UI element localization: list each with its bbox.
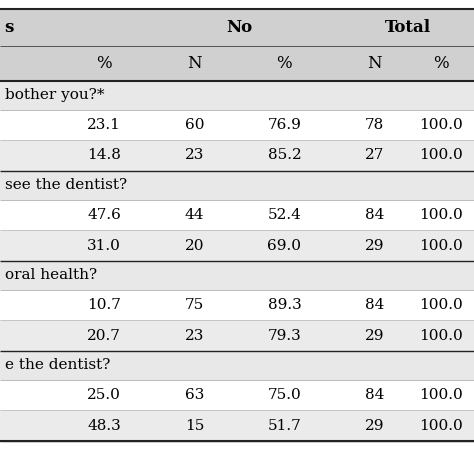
Text: %: % (433, 55, 448, 72)
Text: N: N (187, 55, 201, 72)
Text: 23: 23 (185, 148, 204, 163)
Text: 100.0: 100.0 (419, 208, 463, 222)
Bar (0, 9, 474, 46)
Text: No: No (226, 19, 253, 36)
Text: 84: 84 (365, 208, 384, 222)
Text: 100.0: 100.0 (419, 118, 463, 132)
Text: 29: 29 (365, 419, 384, 433)
Text: 78: 78 (365, 118, 384, 132)
Text: 47.6: 47.6 (87, 208, 121, 222)
Text: N: N (367, 55, 382, 72)
Bar (0, 320, 474, 351)
Text: 100.0: 100.0 (419, 328, 463, 343)
Text: 44: 44 (184, 208, 204, 222)
Text: 63: 63 (185, 388, 204, 402)
Text: 29: 29 (365, 238, 384, 253)
Text: e the dentist?: e the dentist? (5, 358, 110, 373)
Text: 84: 84 (365, 298, 384, 312)
Text: 29: 29 (365, 328, 384, 343)
Text: 100.0: 100.0 (419, 238, 463, 253)
Text: 60: 60 (184, 118, 204, 132)
Text: bother you?*: bother you?* (5, 88, 104, 102)
Bar (0, 261, 474, 290)
Bar (0, 290, 474, 320)
Text: 20: 20 (184, 238, 204, 253)
Text: 69.0: 69.0 (267, 238, 301, 253)
Text: 75.0: 75.0 (267, 388, 301, 402)
Text: s: s (5, 19, 14, 36)
Text: 79.3: 79.3 (267, 328, 301, 343)
Text: 100.0: 100.0 (419, 298, 463, 312)
Text: oral health?: oral health? (5, 268, 97, 283)
Bar (0, 230, 474, 261)
Text: see the dentist?: see the dentist? (5, 178, 127, 192)
Text: 23: 23 (185, 328, 204, 343)
Text: 10.7: 10.7 (87, 298, 121, 312)
Text: 25.0: 25.0 (87, 388, 121, 402)
Text: 76.9: 76.9 (267, 118, 301, 132)
Text: 20.7: 20.7 (87, 328, 121, 343)
Text: 100.0: 100.0 (419, 419, 463, 433)
Bar (0, 200, 474, 230)
Bar (0, 351, 474, 380)
Text: 89.3: 89.3 (267, 298, 301, 312)
Bar (0, 81, 474, 110)
Bar (0, 171, 474, 200)
Text: 84: 84 (365, 388, 384, 402)
Bar (0, 380, 474, 410)
Bar (0, 110, 474, 140)
Text: 27: 27 (365, 148, 384, 163)
Text: 100.0: 100.0 (419, 148, 463, 163)
Bar (0, 140, 474, 171)
Text: 23.1: 23.1 (87, 118, 121, 132)
Text: 75: 75 (185, 298, 204, 312)
Text: 85.2: 85.2 (267, 148, 301, 163)
Text: %: % (97, 55, 112, 72)
Bar (0, 46, 474, 81)
Text: Total: Total (384, 19, 431, 36)
Text: 51.7: 51.7 (267, 419, 301, 433)
Text: 52.4: 52.4 (267, 208, 301, 222)
Text: 100.0: 100.0 (419, 388, 463, 402)
Text: %: % (277, 55, 292, 72)
Text: 48.3: 48.3 (87, 419, 121, 433)
Text: 15: 15 (185, 419, 204, 433)
Text: 14.8: 14.8 (87, 148, 121, 163)
Bar (0, 410, 474, 441)
Text: 31.0: 31.0 (87, 238, 121, 253)
